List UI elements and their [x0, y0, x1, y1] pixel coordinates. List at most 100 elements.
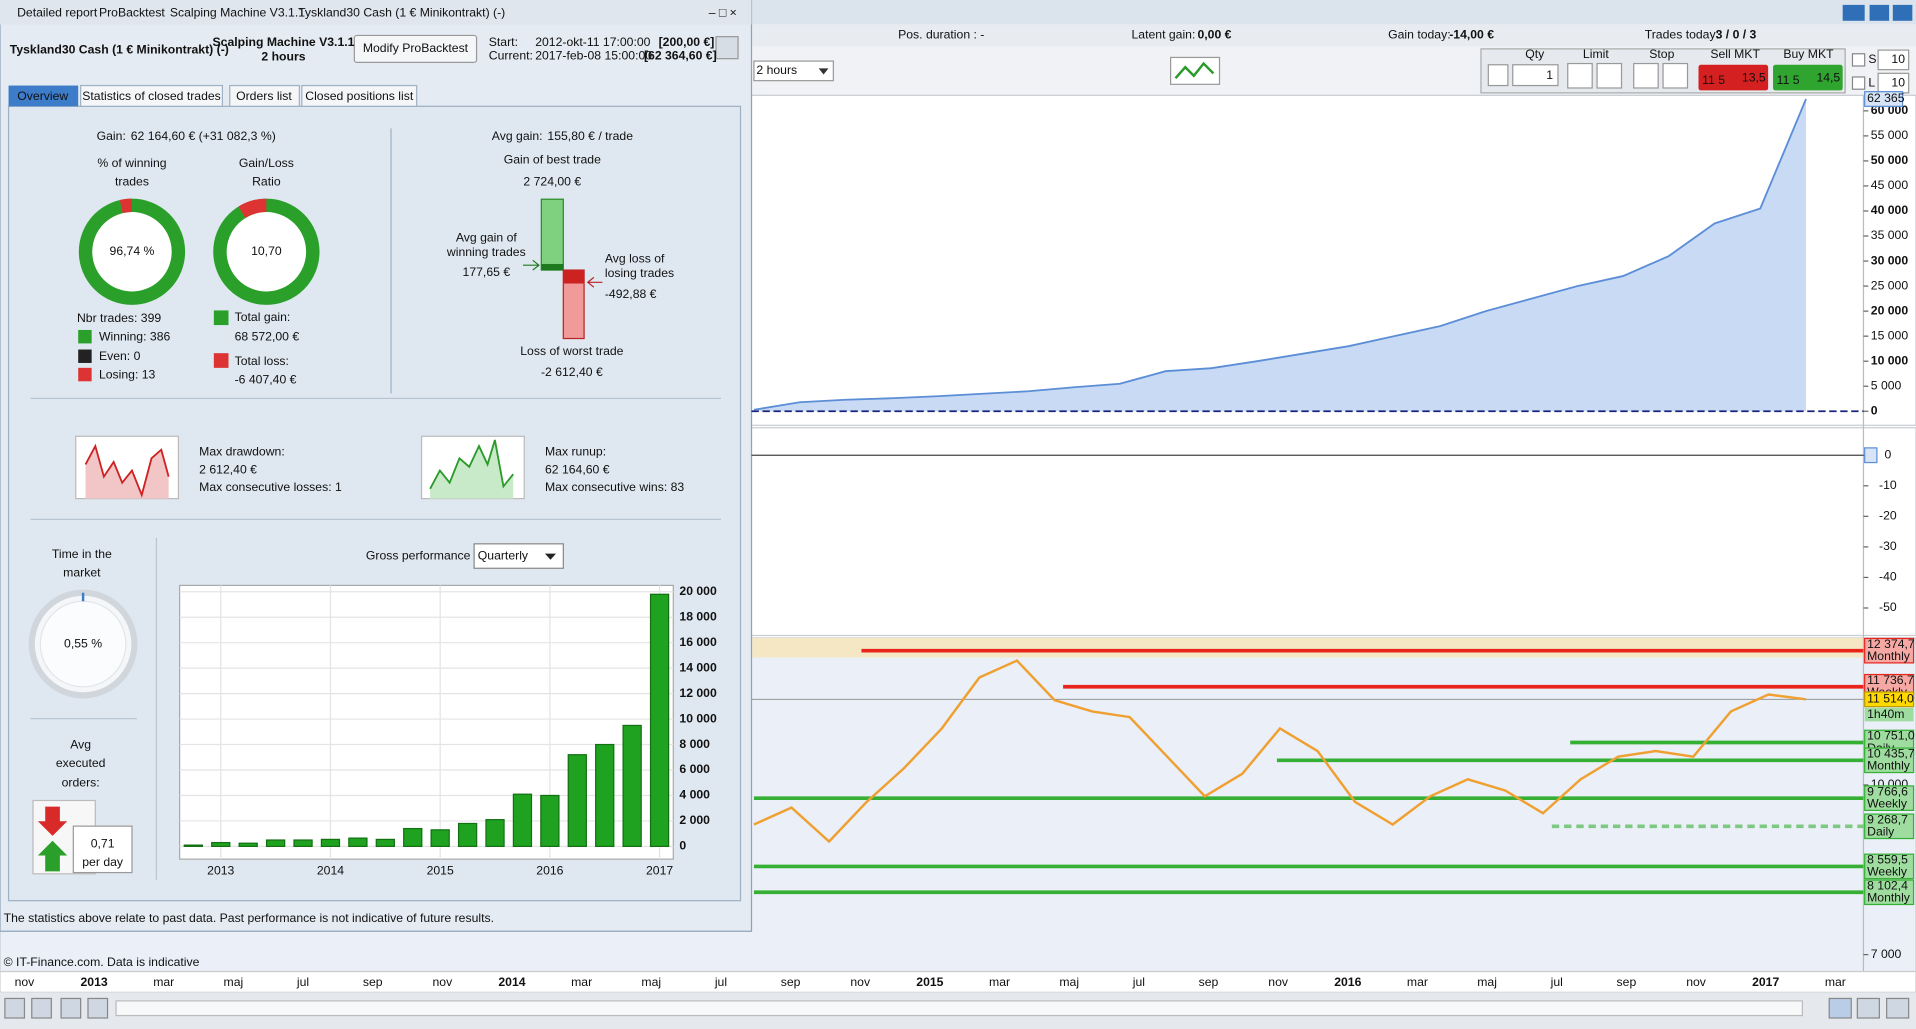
window-controls[interactable]: – □ ×: [709, 6, 737, 20]
qty-input[interactable]: [1512, 64, 1559, 87]
settings-button[interactable]: [1487, 64, 1509, 87]
window-button[interactable]: [1892, 4, 1913, 21]
y-tick-label: 15 000: [1871, 328, 1909, 342]
bar: [649, 593, 670, 848]
winning-swatch: [78, 329, 92, 344]
label: Sell MKT: [1710, 47, 1760, 61]
time-label: mar: [1825, 975, 1846, 989]
tool-button[interactable]: [4, 997, 26, 1019]
s-input[interactable]: [1877, 49, 1910, 71]
scrollbar[interactable]: [115, 1000, 1803, 1017]
bar: [293, 839, 313, 848]
label: Avg gain of: [456, 231, 518, 245]
tool-button[interactable]: [31, 997, 52, 1019]
label: executed: [56, 756, 106, 770]
y-tick-label: -20: [1879, 509, 1897, 523]
tab[interactable]: [229, 84, 300, 107]
modify-button[interactable]: [353, 34, 478, 63]
y-tick-label: 10 000: [679, 711, 717, 725]
tab-label[interactable]: Closed positions list: [305, 89, 414, 103]
window-button[interactable]: [1842, 4, 1865, 21]
period[interactable]: Quarterly: [478, 548, 529, 562]
sell-button[interactable]: [1698, 64, 1769, 91]
current-date: 2017-feb-08 15:00:00: [535, 48, 652, 62]
stop-button[interactable]: [1633, 62, 1659, 89]
button-label[interactable]: Modify ProBacktest: [363, 41, 469, 55]
limit-button[interactable]: [1596, 62, 1623, 89]
stop-button[interactable]: [1662, 62, 1689, 89]
time-label: jul: [1550, 975, 1563, 989]
bar: [622, 724, 642, 848]
loss-swatch: [213, 353, 229, 368]
title-tab[interactable]: Tyskland30 Cash (1 € Minikontrakt) (-): [298, 6, 505, 20]
tab-label[interactable]: Orders list: [236, 89, 292, 103]
title-tab[interactable]: Scalping Machine V3.1.1: [170, 6, 305, 20]
system-name: Scalping Machine V3.1.1: [213, 35, 355, 49]
label: Ratio: [252, 174, 281, 188]
label: Pos. duration : -: [898, 28, 984, 42]
bar: [238, 842, 258, 848]
level-box: [1864, 879, 1915, 906]
title-tab[interactable]: Detailed report: [17, 6, 98, 20]
current-box: [1864, 691, 1915, 708]
y-tick-label: 35 000: [1871, 228, 1909, 242]
time-label: nov: [15, 975, 36, 989]
y-tick-label: 30 000: [1871, 253, 1909, 267]
buy-button[interactable]: [1773, 64, 1843, 91]
current-capital: [62 364,60 €]: [644, 48, 717, 62]
checkbox[interactable]: [1851, 76, 1866, 90]
time-label: sep: [1199, 975, 1219, 989]
title-tab[interactable]: ProBacktest: [99, 6, 165, 20]
arrow: [522, 259, 540, 271]
bar: [595, 743, 615, 848]
time-label: mar: [153, 975, 174, 989]
gross-plot: [179, 584, 674, 860]
avg-gain: 155,80 € / trade: [547, 129, 633, 143]
limit-button[interactable]: [1567, 62, 1593, 89]
window-button[interactable]: [1869, 4, 1890, 21]
checkbox[interactable]: [1851, 53, 1866, 67]
time-label: 2014: [498, 975, 525, 989]
equity-line: [753, 98, 1807, 411]
y-tick-label: 20 000: [1871, 303, 1909, 317]
drawdown-line: [84, 443, 170, 498]
x-tick-label: 2017: [646, 864, 673, 878]
label[interactable]: 11 5: [1702, 73, 1725, 87]
timeframe-dropdown[interactable]: [753, 60, 834, 82]
zoom-button[interactable]: [1886, 997, 1910, 1019]
label[interactable]: 14,5: [1816, 70, 1840, 84]
label[interactable]: 11 5: [1777, 73, 1800, 87]
label[interactable]: 2 hours: [756, 63, 797, 77]
tab-label[interactable]: Overview: [17, 89, 68, 103]
winning-pct: 96,74 %: [110, 244, 155, 258]
label: % of winning: [97, 156, 166, 170]
price-line: [753, 659, 1807, 844]
tab[interactable]: [301, 84, 418, 107]
label: 3 / 0 / 3: [1716, 28, 1757, 42]
tool-button[interactable]: [87, 997, 109, 1019]
tab[interactable]: [8, 85, 79, 107]
x-tick-label: 2015: [427, 864, 454, 878]
level-box: [1864, 813, 1915, 840]
tool-button[interactable]: [60, 997, 82, 1019]
label: Gain today:: [1388, 28, 1450, 42]
bar: [403, 827, 423, 848]
label[interactable]: 1: [1546, 68, 1553, 82]
print-button[interactable]: [715, 36, 739, 60]
y-tick-label: 40 000: [1871, 203, 1909, 217]
label: 0,00 €: [1198, 28, 1232, 42]
start-date: 2012-okt-11 17:00:00: [535, 35, 650, 49]
zoom-button[interactable]: [1828, 997, 1852, 1019]
tab-label[interactable]: Statistics of closed trades: [82, 89, 221, 103]
y-tick-label: 2 000: [679, 813, 710, 827]
label[interactable]: 13,5: [1742, 70, 1766, 84]
start-capital: [200,00 €]: [659, 35, 715, 49]
label: per day: [82, 855, 124, 869]
dropdown-arrow: [818, 68, 829, 75]
value-box: [1864, 447, 1878, 464]
zoom-button[interactable]: [1856, 997, 1880, 1019]
x-tick-label: 2013: [207, 864, 234, 878]
time-label: jul: [296, 975, 309, 989]
tab[interactable]: [80, 84, 224, 107]
y-tick-label: 10 000: [1871, 353, 1909, 367]
